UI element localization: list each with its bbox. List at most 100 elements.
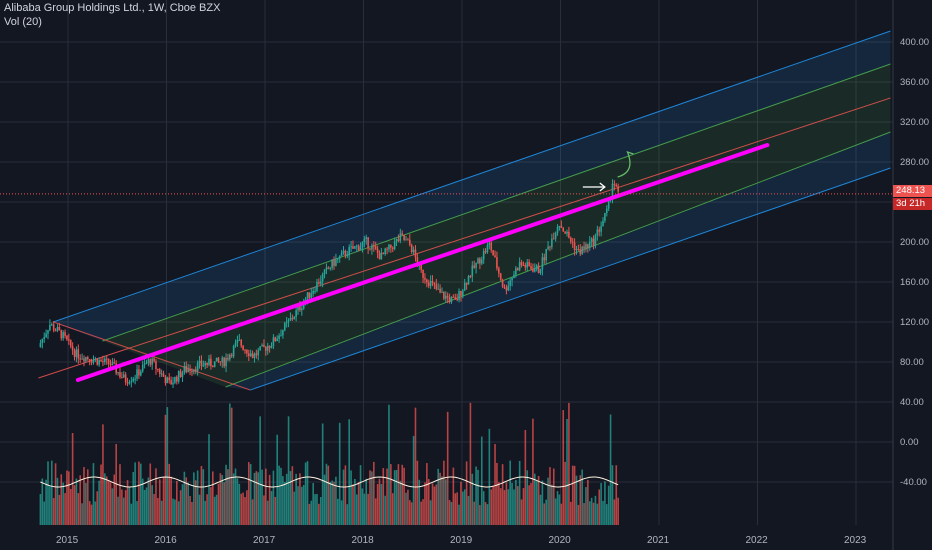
candle-body bbox=[369, 248, 371, 250]
candle-body bbox=[272, 337, 275, 346]
volume-bar bbox=[223, 482, 225, 525]
volume-bar bbox=[56, 477, 59, 525]
candle-body bbox=[547, 246, 549, 250]
volume-bar bbox=[378, 478, 381, 525]
volume-bar bbox=[206, 494, 208, 525]
volume-bar bbox=[522, 488, 525, 525]
volume-bar bbox=[49, 486, 51, 525]
volume-bars bbox=[39, 402, 619, 525]
volume-bar bbox=[397, 464, 400, 525]
volume-bar bbox=[94, 501, 97, 525]
candle-body bbox=[515, 268, 517, 275]
volume-indicator-label[interactable]: Vol (20) bbox=[4, 16, 42, 28]
candle-body bbox=[354, 246, 356, 249]
volume-bar bbox=[532, 418, 534, 525]
candle-body bbox=[134, 378, 136, 380]
candle-body bbox=[302, 302, 305, 309]
volume-bar bbox=[552, 468, 555, 525]
candle-body bbox=[153, 358, 155, 362]
volume-bar bbox=[471, 473, 474, 525]
candle-body bbox=[62, 332, 64, 339]
candle-body bbox=[170, 380, 172, 385]
volume-bar bbox=[50, 460, 53, 525]
volume-bar bbox=[617, 497, 619, 525]
last-price-tag: 248.13 bbox=[893, 185, 932, 197]
volume-bar bbox=[69, 488, 72, 525]
candle-body bbox=[401, 233, 404, 235]
candle-body bbox=[503, 286, 506, 288]
volume-bar bbox=[482, 491, 485, 525]
volume-bar bbox=[168, 463, 171, 525]
candle-body bbox=[244, 349, 246, 351]
candle-body bbox=[54, 330, 57, 332]
volume-bar bbox=[613, 499, 616, 525]
candle-body bbox=[140, 371, 142, 376]
candle-body bbox=[202, 365, 205, 367]
candle-body bbox=[291, 318, 294, 320]
channel-band-upper bbox=[53, 31, 891, 341]
volume-bar bbox=[62, 482, 64, 525]
volume-bar bbox=[355, 494, 358, 525]
volume-bar bbox=[121, 489, 123, 525]
volume-bar bbox=[346, 504, 349, 525]
volume-bar bbox=[210, 487, 212, 525]
volume-bar bbox=[369, 470, 371, 525]
volume-bar bbox=[399, 480, 402, 525]
candle-body bbox=[388, 244, 390, 250]
volume-bar bbox=[403, 467, 405, 525]
volume-bar bbox=[323, 474, 326, 525]
candle-body bbox=[158, 369, 161, 375]
volume-bar bbox=[147, 477, 150, 525]
candle-body bbox=[600, 226, 602, 232]
volume-bar bbox=[528, 485, 530, 525]
candle-body bbox=[225, 357, 227, 367]
volume-bar bbox=[446, 411, 449, 525]
volume-bar bbox=[365, 478, 368, 525]
volume-bar bbox=[393, 470, 396, 525]
volume-bar bbox=[54, 463, 57, 525]
candle-body bbox=[253, 353, 256, 358]
candle-body bbox=[410, 244, 413, 253]
candle-body bbox=[412, 249, 415, 253]
volume-bar bbox=[462, 491, 464, 525]
volume-bar bbox=[408, 500, 411, 525]
volume-bar bbox=[270, 491, 273, 525]
candle-body bbox=[556, 226, 559, 233]
candle-body bbox=[187, 369, 189, 372]
regression-line bbox=[75, 143, 770, 382]
candle-body bbox=[111, 362, 114, 366]
candle-body bbox=[164, 376, 167, 384]
x-tick-label: 2018 bbox=[352, 535, 375, 546]
volume-bar bbox=[422, 499, 424, 525]
candle-body bbox=[594, 235, 597, 246]
candle-body bbox=[312, 291, 314, 294]
x-tick-label: 2015 bbox=[56, 535, 79, 546]
candle-body bbox=[484, 251, 487, 253]
candle-body bbox=[157, 368, 159, 370]
candle-body bbox=[257, 350, 260, 356]
candle-body bbox=[605, 208, 608, 214]
candle-body bbox=[102, 361, 104, 363]
candle-body bbox=[234, 342, 237, 346]
candle-body bbox=[198, 360, 201, 364]
volume-bar bbox=[605, 504, 608, 525]
candle-body bbox=[113, 362, 116, 364]
candle-body bbox=[399, 233, 402, 241]
candle-body bbox=[130, 381, 133, 383]
volume-bar bbox=[246, 490, 248, 525]
candle-body bbox=[64, 332, 66, 336]
volume-bar bbox=[568, 402, 570, 525]
candle-body bbox=[363, 239, 366, 243]
volume-bar bbox=[316, 493, 318, 525]
candle-body bbox=[276, 338, 278, 342]
candle-body bbox=[306, 292, 309, 300]
volume-bar bbox=[480, 436, 483, 525]
volume-bar bbox=[602, 500, 604, 525]
candle-body bbox=[395, 239, 398, 242]
volume-bar bbox=[503, 490, 506, 525]
y-tick-label: 320.00 bbox=[900, 117, 929, 128]
volume-bar bbox=[570, 501, 572, 525]
candle-body bbox=[280, 335, 282, 337]
volume-bar bbox=[81, 503, 83, 525]
